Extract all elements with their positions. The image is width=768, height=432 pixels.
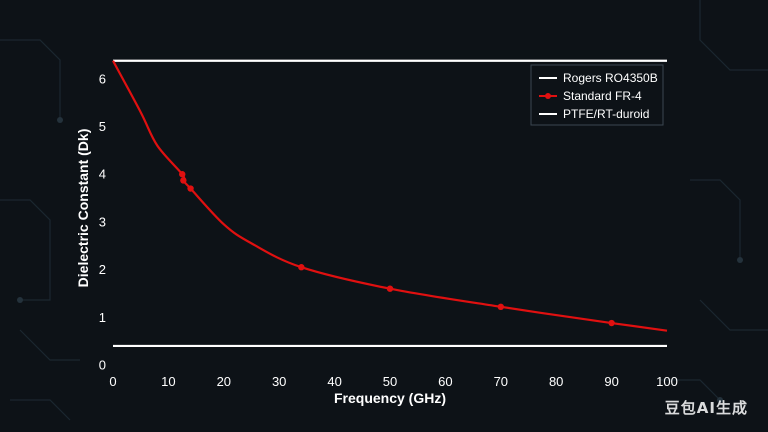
y-tick-label: 5 — [99, 119, 106, 134]
x-tick-label: 60 — [438, 374, 452, 389]
x-tick-label: 30 — [272, 374, 286, 389]
series-line-1 — [112, 60, 668, 332]
x-tick-label: 90 — [604, 374, 618, 389]
x-tick-label: 80 — [549, 374, 563, 389]
data-point — [298, 264, 305, 271]
y-tick-label: 0 — [99, 358, 106, 373]
legend-label-ptfe: PTFE/RT-duroid — [563, 107, 649, 121]
data-point — [497, 303, 504, 311]
legend: Rogers RO4350B Standard FR-4 PTFE/RT-dur… — [530, 64, 664, 126]
watermark-text: 豆包AI生成 — [664, 399, 748, 417]
x-tick-label: 40 — [327, 374, 341, 389]
y-tick-label: 1 — [99, 310, 106, 325]
y-tick-label: 4 — [99, 167, 106, 182]
data-point — [187, 185, 194, 192]
y-tick-label: 2 — [99, 262, 106, 277]
x-tick-label: 70 — [494, 374, 508, 389]
legend-label-fr4: Standard FR-4 — [563, 89, 642, 103]
legend-label-rogers: Rogers RO4350B — [563, 71, 658, 85]
data-point — [179, 171, 186, 178]
data-point — [386, 285, 394, 292]
y-tick-label: 3 — [99, 214, 106, 229]
x-tick-label: 100 — [656, 374, 678, 389]
x-axis-title: Frequency (GHz) — [334, 390, 446, 406]
series-layer — [112, 59, 668, 348]
data-point — [608, 319, 615, 327]
data-point — [180, 177, 187, 184]
axis-ticks: 0 10 20 30 40 50 60 70 80 90 100 0 1 2 3 4 5 6 — [99, 71, 678, 389]
x-tick-label: 20 — [217, 374, 231, 389]
x-tick-label: 10 — [161, 374, 175, 389]
x-tick-label: 50 — [383, 374, 397, 389]
legend-marker-fr4 — [545, 93, 551, 99]
x-tick-label: 0 — [109, 374, 116, 389]
y-tick-label: 6 — [99, 71, 106, 86]
y-axis-title: Dielectric Constant (Dk) — [75, 129, 91, 288]
